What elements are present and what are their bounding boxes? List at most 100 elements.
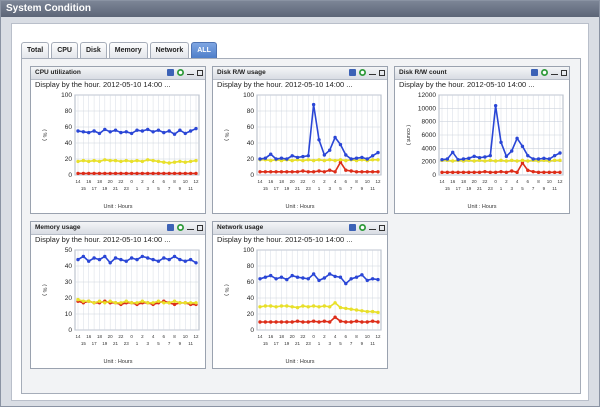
data-point [536,157,541,161]
data-point [146,301,150,305]
minimize-icon[interactable] [369,69,376,75]
y-tick-label: 40 [247,140,255,147]
data-point [344,153,348,157]
x-tick-label: 23 [124,186,130,191]
panel-tools [167,69,203,76]
data-point [258,277,262,281]
x-tick-label: 7 [168,341,171,346]
data-point [354,319,359,323]
data-point [295,305,300,310]
data-point [269,304,273,308]
maximize-icon[interactable] [197,224,203,231]
data-point [129,131,134,136]
data-point [162,301,166,305]
data-point [510,149,514,153]
x-tick-label: 18 [97,179,103,184]
data-point [536,170,541,175]
x-tick-label: 22 [300,179,306,184]
maximize-icon[interactable] [197,69,203,76]
refresh-icon[interactable] [359,69,366,76]
refresh-icon[interactable] [177,69,184,76]
refresh-icon[interactable] [359,224,366,231]
tab-all[interactable]: ALL [191,42,217,58]
data-point [301,320,305,324]
x-tick-label: 10 [365,334,371,339]
data-point [263,304,268,308]
data-point [76,159,80,164]
tab-memory[interactable]: Memory [108,42,148,58]
data-point [365,309,369,314]
x-tick-label: 8 [537,179,540,184]
x-tick-label: 19 [284,341,290,346]
data-point [172,160,177,164]
data-point [97,299,102,303]
data-point [515,136,519,141]
minimize-icon[interactable] [551,69,558,75]
data-point [167,301,171,305]
y-tick-label: 20 [247,311,255,318]
panel-tools [531,69,567,76]
x-tick-label: 9 [179,341,182,346]
data-point [461,157,466,161]
save-icon[interactable] [531,69,538,76]
data-point [140,171,145,176]
data-point [274,277,278,281]
panel-title: Network usage [217,224,264,231]
refresh-icon[interactable] [177,224,184,231]
maximize-icon[interactable] [561,69,567,76]
data-point [76,297,80,302]
data-point [360,320,364,324]
data-point [178,171,182,176]
data-point [376,277,380,282]
minimize-icon[interactable] [187,69,194,75]
x-tick-label: 2 [141,179,144,184]
tab-cpu[interactable]: CPU [51,42,78,58]
y-tick-label: 80 [247,263,255,270]
save-icon[interactable] [349,224,356,231]
data-point [188,257,193,262]
data-point [81,254,86,259]
data-point [146,256,150,260]
data-point [477,158,482,163]
data-point [322,158,327,163]
data-point [279,170,284,174]
x-tick-label: 14 [439,179,445,184]
maximize-icon[interactable] [379,224,385,231]
save-icon[interactable] [167,224,174,231]
data-point [135,158,139,163]
data-point [467,156,471,161]
tab-network[interactable]: Network [149,42,190,58]
x-tick-label: 9 [361,341,364,346]
data-point [156,259,161,263]
data-point [354,156,359,160]
data-point [290,320,294,324]
save-icon[interactable] [349,69,356,76]
data-point [108,158,112,163]
data-point [146,127,150,132]
data-point [552,158,557,163]
x-tick-label: 2 [505,179,508,184]
minimize-icon[interactable] [187,224,194,230]
minimize-icon[interactable] [369,224,376,230]
panel-title: Memory usage [35,224,81,231]
tab-total[interactable]: Total [21,42,50,58]
network-usage-panel: Network usage Display by the hour. 2012-0… [212,221,388,369]
data-point [97,159,102,164]
data-point [504,159,509,163]
data-point [135,128,139,132]
data-point [92,158,96,163]
x-tick-label: 6 [163,334,166,339]
save-icon[interactable] [167,69,174,76]
x-tick-label: 6 [163,179,166,184]
data-point [108,299,112,303]
data-point [108,171,112,176]
refresh-icon[interactable] [541,69,548,76]
x-tick-label: 16 [86,179,92,184]
tab-disk[interactable]: Disk [79,42,107,58]
data-point [370,309,375,314]
maximize-icon[interactable] [379,69,385,76]
data-point [456,170,460,175]
x-tick-label: 18 [279,334,285,339]
data-point [129,301,134,305]
